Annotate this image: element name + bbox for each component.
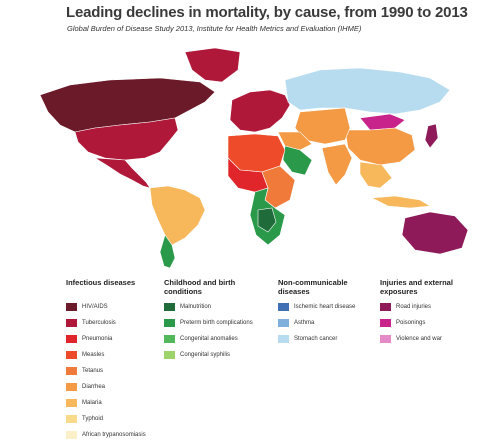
legend-item-label: Road injuries — [396, 304, 432, 310]
legend-item: Diarrhea — [66, 380, 156, 394]
legend-item-label: Tuberculosis — [82, 320, 116, 326]
legend-group-noncommunicable: Non-communicable diseases Ischemic heart… — [278, 278, 368, 346]
region-russia — [284, 67, 451, 115]
legend-swatch — [164, 351, 175, 359]
legend-group-title: Injuries and external exposures — [380, 278, 453, 296]
page-subtitle: Global Burden of Disease Study 2013, Ins… — [67, 24, 362, 33]
legend-item-label: Preterm birth complications — [180, 320, 253, 326]
legend-item-label: Violence and war — [396, 336, 442, 342]
region-south-america-south — [159, 234, 176, 269]
region-south-america — [149, 185, 206, 246]
legend-items: HIV/AIDS Tuberculosis Pneumonia Measles Teta… — [66, 300, 156, 442]
legend-item: Poisonings — [380, 316, 470, 330]
legend-group-title: Non-communicable diseases — [278, 278, 348, 296]
region-central-asia — [294, 107, 351, 145]
legend-item: Malaria — [66, 396, 156, 410]
legend-item: Stomach cancer — [278, 332, 368, 346]
legend-item: Tuberculosis — [66, 316, 156, 330]
region-mongolia — [359, 113, 406, 131]
legend-item: HIV/AIDS — [66, 300, 156, 314]
legend-swatch — [278, 319, 289, 327]
legend-items: Ischemic heart disease Asthma Stomach canc… — [278, 300, 368, 346]
legend-item: Pneumonia — [66, 332, 156, 346]
legend-items: Road injuries Poisonings Violence and war — [380, 300, 470, 346]
legend-item: Tetanus — [66, 364, 156, 378]
legend-item: Preterm birth complications — [164, 316, 254, 330]
legend-item: Congenital anomalies — [164, 332, 254, 346]
legend-item-label: Pneumonia — [82, 336, 113, 342]
legend-group-title: Childhood and birth conditions — [164, 278, 236, 296]
world-map — [39, 47, 469, 269]
legend-item: Ischemic heart disease — [278, 300, 368, 314]
legend-item-label: Stomach cancer — [294, 336, 338, 342]
legend-item-label: Typhoid — [82, 416, 104, 422]
legend-item-label: Malnutrition — [180, 304, 212, 310]
legend-item-label: Ischemic heart disease — [294, 304, 356, 310]
legend-item: Typhoid — [66, 412, 156, 426]
legend-swatch — [66, 351, 77, 359]
region-china — [344, 127, 416, 166]
legend-group-childhood: Childhood and birth conditions Malnutrit… — [164, 278, 254, 362]
legend-item-label: Measles — [82, 352, 105, 358]
legend-swatch — [66, 319, 77, 327]
legend-swatch — [278, 303, 289, 311]
region-north-america — [74, 117, 179, 161]
region-arabia — [282, 145, 313, 176]
legend-group-title: Infectious diseases — [66, 278, 136, 287]
region-central-america — [94, 157, 151, 189]
legend-group-infectious: Infectious diseases HIV/AIDS Tuberculosis… — [66, 278, 156, 442]
legend-swatch — [164, 303, 175, 311]
legend-item-label: Asthma — [294, 320, 315, 326]
region-australia — [401, 211, 469, 255]
legend-swatch — [164, 335, 175, 343]
region-europe — [229, 89, 291, 133]
legend-swatch — [66, 335, 77, 343]
legend-items: Malnutrition Preterm birth complications C… — [164, 300, 254, 362]
legend-swatch — [66, 399, 77, 407]
legend: Infectious diseases HIV/AIDS Tuberculosis… — [66, 278, 496, 439]
legend-swatch — [380, 303, 391, 311]
legend-swatch — [66, 415, 77, 423]
region-india — [321, 143, 353, 186]
legend-item-label: Poisonings — [396, 320, 426, 326]
legend-swatch — [380, 319, 391, 327]
legend-swatch — [66, 367, 77, 375]
legend-item-label: HIV/AIDS — [82, 304, 108, 310]
legend-item: African trypanosomiasis — [66, 428, 156, 442]
legend-swatch — [66, 383, 77, 391]
region-southeast-asia — [359, 161, 393, 189]
legend-item-label: African trypanosomiasis — [82, 432, 146, 438]
legend-item-label: Congenital syphilis — [180, 352, 231, 358]
region-south-africa-center — [257, 207, 277, 233]
region-greenland — [184, 47, 241, 83]
legend-item: Road injuries — [380, 300, 470, 314]
region-indonesia — [370, 195, 431, 209]
legend-item: Malnutrition — [164, 300, 254, 314]
page-title: Leading declines in mortality, by cause,… — [66, 4, 468, 21]
legend-swatch — [66, 431, 77, 439]
legend-swatch — [164, 319, 175, 327]
legend-item: Violence and war — [380, 332, 470, 346]
legend-item-label: Tetanus — [82, 368, 104, 374]
legend-swatch — [66, 303, 77, 311]
legend-item: Congenital syphilis — [164, 348, 254, 362]
region-canada — [39, 77, 216, 133]
region-middle-east — [277, 131, 313, 151]
legend-item: Measles — [66, 348, 156, 362]
legend-swatch — [380, 335, 391, 343]
legend-item-label: Diarrhea — [82, 384, 106, 390]
legend-group-injuries: Injuries and external exposures Road inj… — [380, 278, 470, 346]
legend-item-label: Congenital anomalies — [180, 336, 238, 342]
legend-item: Asthma — [278, 316, 368, 330]
region-japan — [424, 123, 439, 149]
legend-item-label: Malaria — [82, 400, 102, 406]
legend-swatch — [278, 335, 289, 343]
